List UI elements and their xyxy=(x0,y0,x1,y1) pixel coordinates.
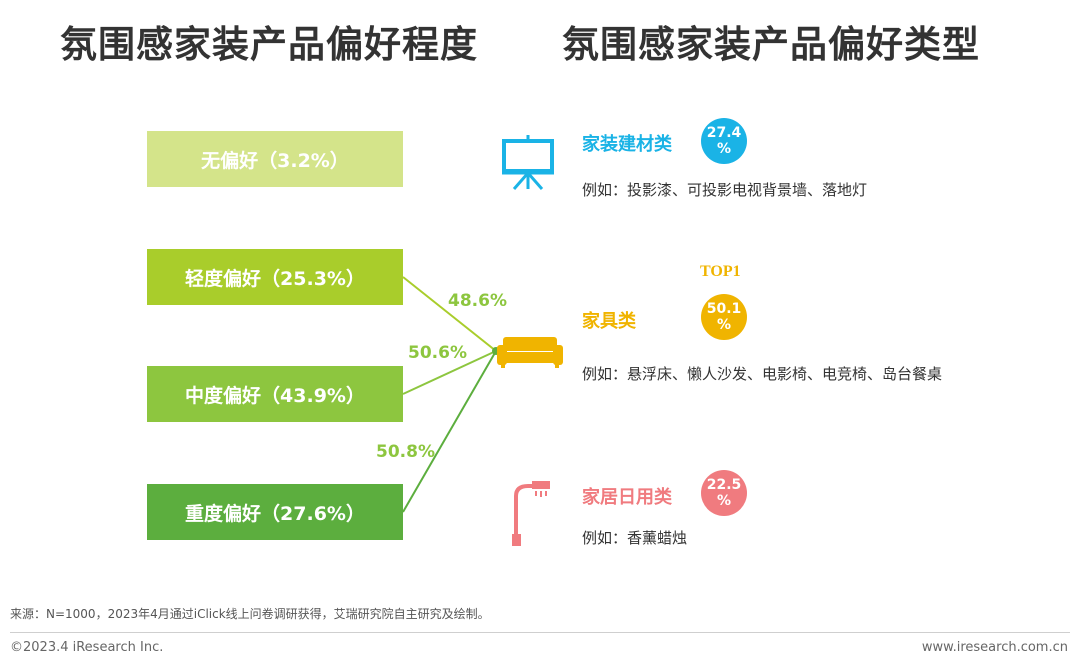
left-title: 氛围感家装产品偏好程度 xyxy=(60,23,478,66)
value-number: 27.4 xyxy=(706,125,742,141)
projector-screen-icon xyxy=(502,135,554,190)
sofa-icon xyxy=(497,337,563,368)
source-note: 来源：N=1000，2023年4月通过iClick线上问卷调研获得，艾瑞研究院自… xyxy=(10,607,490,621)
connector-medium xyxy=(402,350,497,395)
category-building-materials: 家装建材类 xyxy=(582,134,672,155)
value-number: 50.1 xyxy=(706,301,742,317)
copyright: ©2023.4 iResearch Inc. xyxy=(10,640,164,655)
example-building-materials: 例如：投影漆、可投影电视背景墙、落地灯 xyxy=(582,181,868,199)
example-furniture: 例如：悬浮床、懒人沙发、电影椅、电竞椅、岛台餐桌 xyxy=(582,365,943,383)
floor-lamp-icon xyxy=(512,481,550,546)
preference-light: 轻度偏好（25.3%） xyxy=(147,249,403,305)
connector-heavy xyxy=(402,350,497,513)
connector-percent-medium: 50.6% xyxy=(408,343,467,363)
value-circle-furniture: 50.1 % xyxy=(701,294,747,340)
value-circle-daily-household: 22.5 % xyxy=(701,470,747,516)
value-unit: % xyxy=(716,141,732,157)
preference-none: 无偏好（3.2%） xyxy=(147,131,403,187)
footer-divider xyxy=(10,632,1070,633)
value-number: 22.5 xyxy=(706,477,742,493)
value-circle-building-materials: 27.4 % xyxy=(701,118,747,164)
preference-heavy: 重度偏好（27.6%） xyxy=(147,484,403,540)
top1-badge: TOP1 xyxy=(700,263,741,280)
right-title: 氛围感家装产品偏好类型 xyxy=(562,23,980,66)
website-link[interactable]: www.iresearch.com.cn xyxy=(921,640,1068,655)
connector-percent-heavy: 50.8% xyxy=(376,442,435,462)
connector-percent-light: 48.6% xyxy=(448,291,507,311)
value-unit: % xyxy=(716,317,732,333)
category-furniture: 家具类 xyxy=(582,311,636,332)
example-daily-household: 例如：香薰蜡烛 xyxy=(582,529,688,547)
connector-light xyxy=(402,276,497,352)
preference-medium: 中度偏好（43.9%） xyxy=(147,366,403,422)
category-daily-household: 家居日用类 xyxy=(582,487,672,508)
value-unit: % xyxy=(716,493,732,509)
